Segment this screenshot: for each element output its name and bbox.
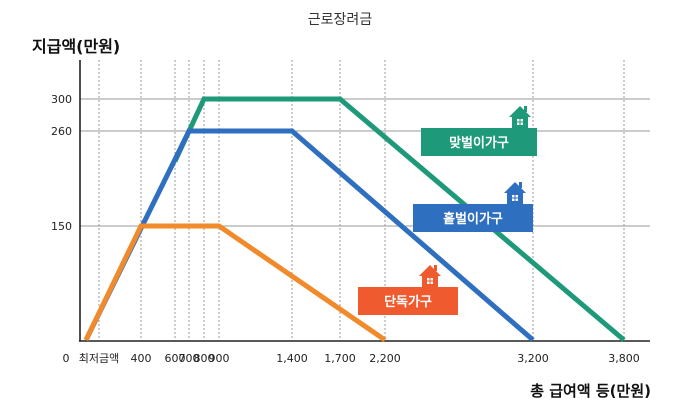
house-roof (509, 106, 531, 117)
legend-label-box (413, 204, 533, 232)
x-tick-label: 3,200 (517, 352, 549, 365)
y-tick-label: 300 (51, 93, 72, 106)
house-icon (509, 106, 531, 129)
x-tick-label: 0 (63, 352, 70, 365)
x-tick-label: 600 (165, 352, 186, 365)
x-tick-label: 1,700 (324, 352, 356, 365)
y-axis-title: 지급액(만원) (32, 37, 120, 56)
legend-label-box (358, 287, 458, 315)
series-line (83, 223, 387, 343)
house-icon (504, 182, 526, 205)
x-tick-label: 900 (209, 352, 230, 365)
house-chimney (524, 106, 527, 112)
x-tick-label: 1,400 (276, 352, 308, 365)
x-tick-label: 최저금액 (79, 352, 119, 365)
legend-label-box (421, 128, 537, 156)
house-roof (504, 182, 526, 193)
chart-title: 근로장려금 (308, 12, 373, 28)
x-tick-label: 400 (131, 352, 152, 365)
x-tick-label: 2,200 (369, 352, 401, 365)
legend-label: 단독가구 (384, 294, 432, 310)
y-tick-label: 150 (51, 220, 72, 233)
house-icon (419, 265, 441, 288)
legend-label: 맞벌이가구 (449, 135, 509, 151)
x-tick-label: 3,800 (608, 352, 640, 365)
house-chimney (434, 265, 437, 271)
x-axis-title: 총 급여액 등(만원) (530, 382, 651, 400)
legend-label: 홑벌이가구 (443, 211, 503, 227)
series-line (83, 128, 535, 342)
x-tick-label: 800 (194, 352, 215, 365)
x-tick-label: 700 (179, 352, 200, 365)
y-tick-label: 260 (51, 125, 72, 138)
house-chimney (519, 182, 522, 188)
house-roof (419, 265, 441, 276)
